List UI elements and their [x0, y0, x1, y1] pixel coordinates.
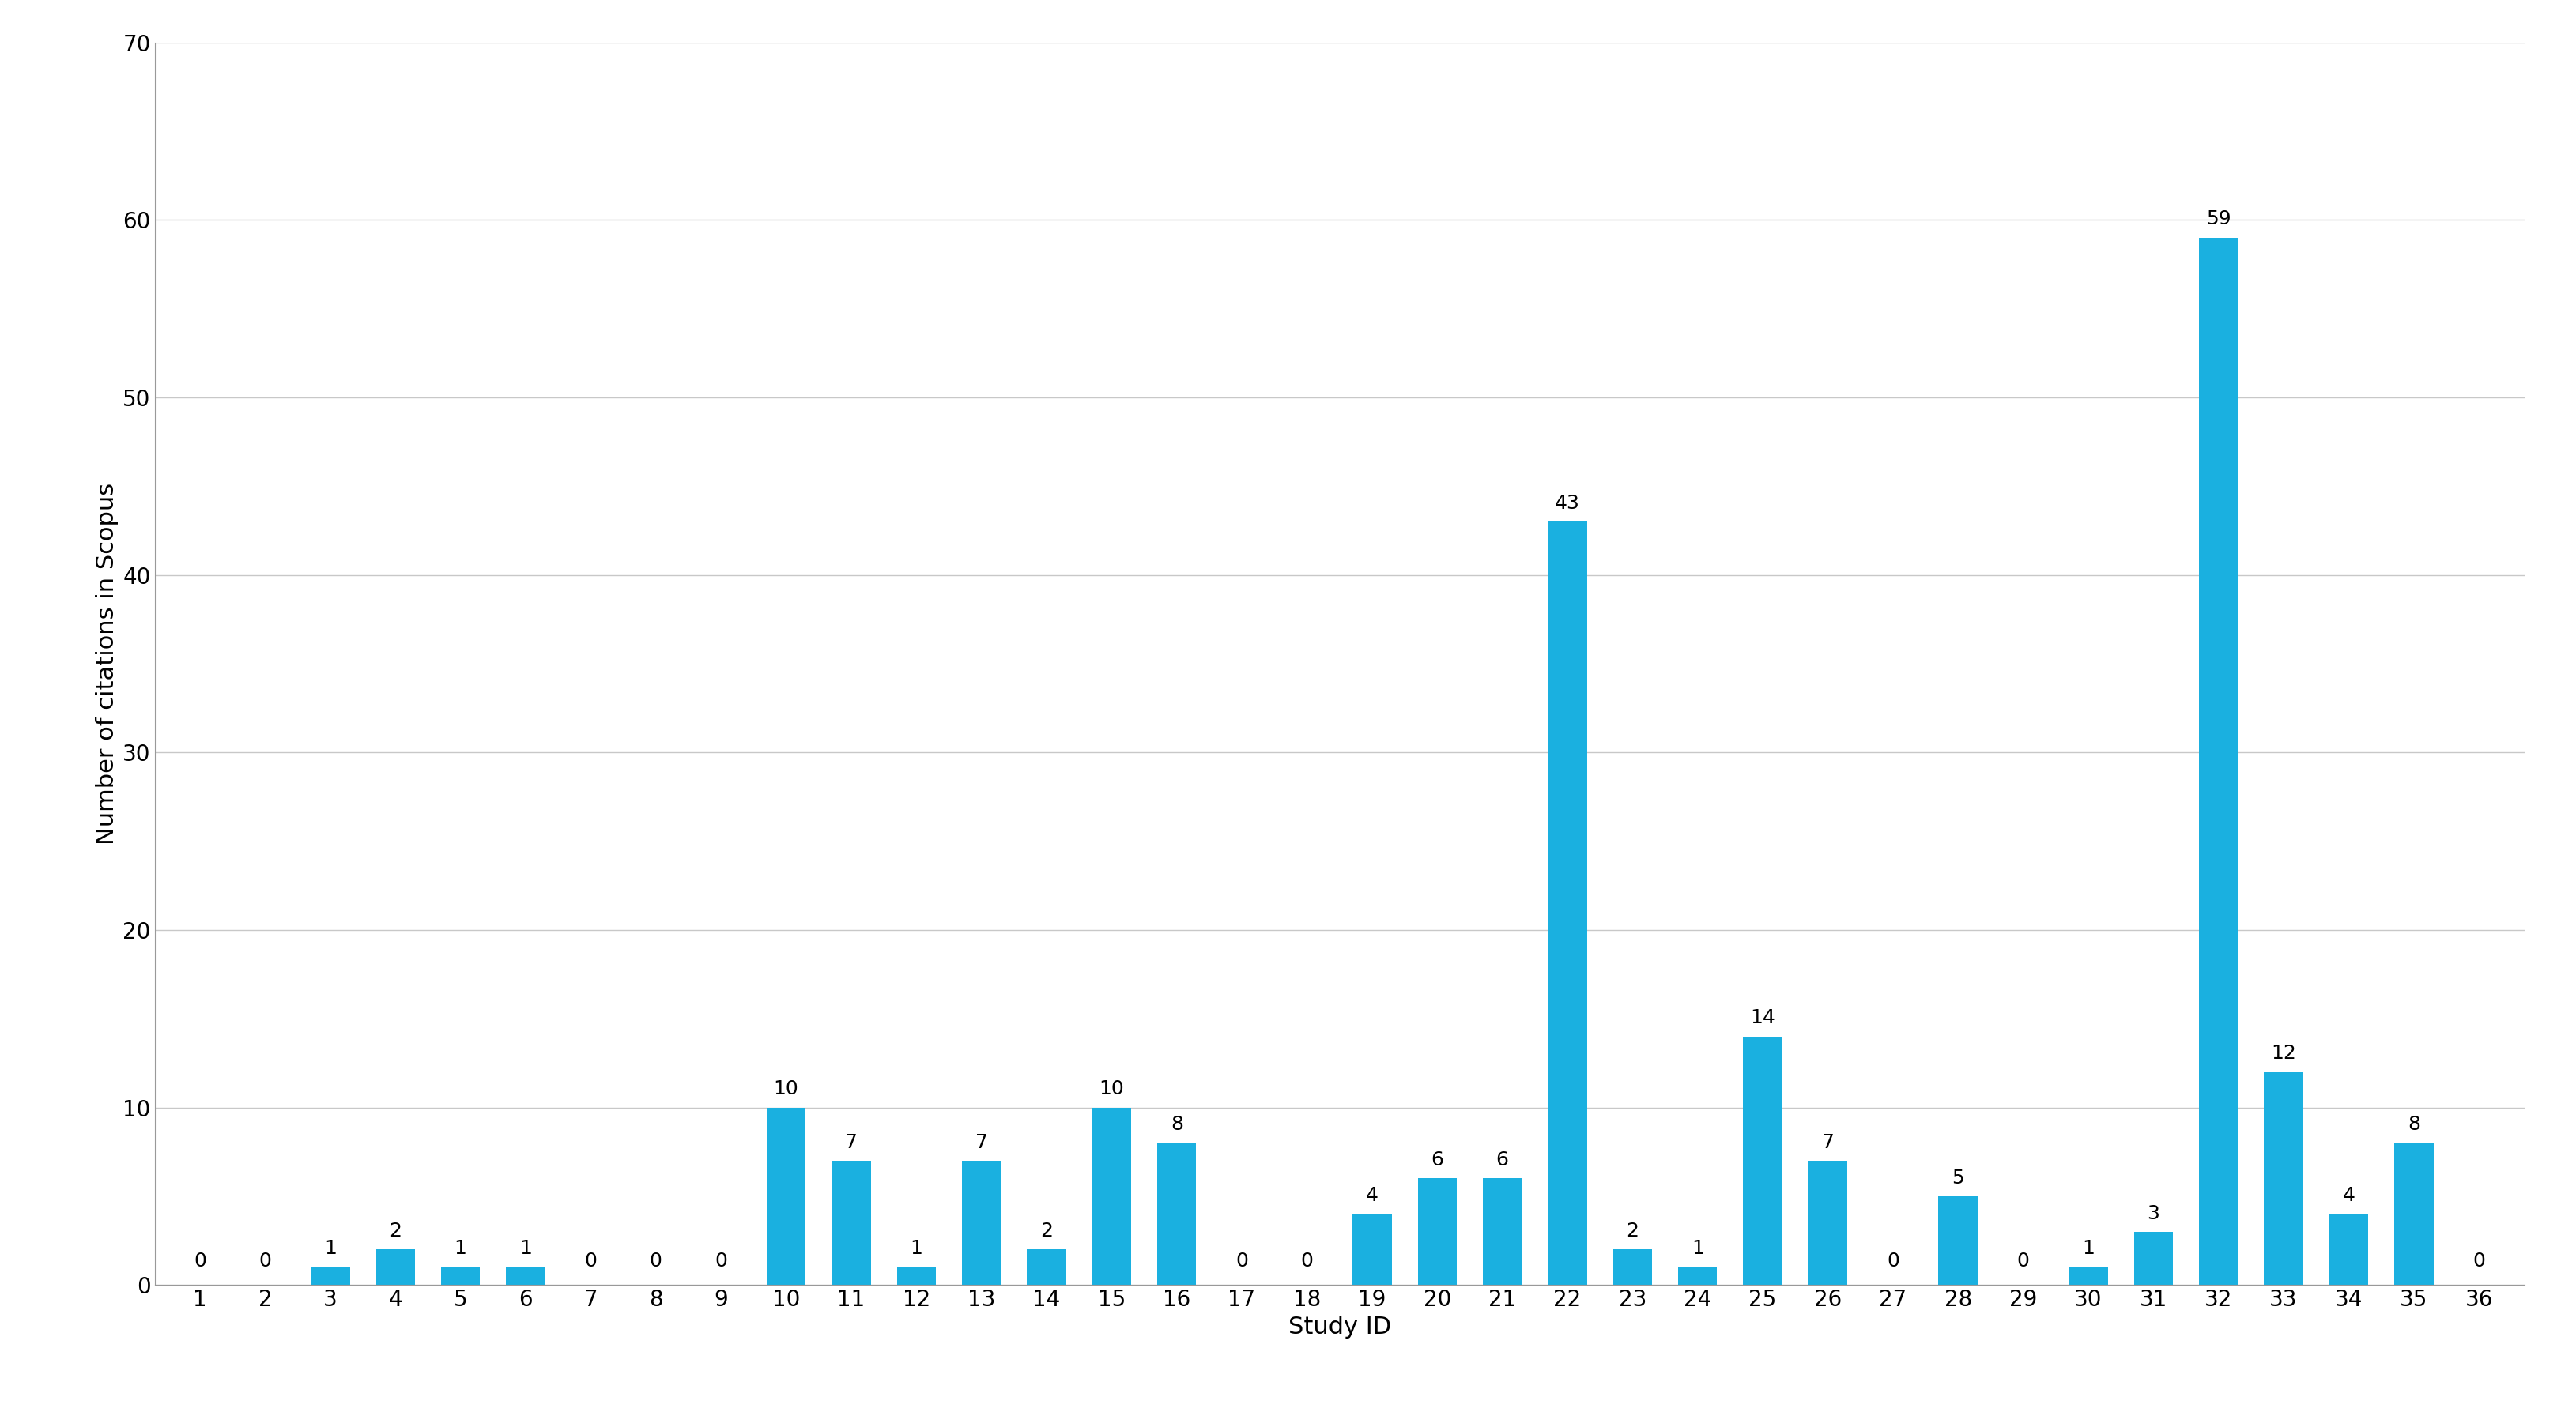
Text: 0: 0	[1301, 1252, 1314, 1271]
Text: 1: 1	[1692, 1240, 1703, 1258]
Text: 0: 0	[585, 1252, 598, 1271]
Bar	[768, 1107, 806, 1285]
Bar	[961, 1161, 1002, 1285]
Bar	[1092, 1107, 1131, 1285]
Bar	[1157, 1142, 1195, 1285]
Bar	[896, 1267, 935, 1285]
Bar	[376, 1250, 415, 1285]
Text: 0: 0	[714, 1252, 726, 1271]
Bar	[2069, 1267, 2107, 1285]
Y-axis label: Number of citations in Scopus: Number of citations in Scopus	[95, 483, 118, 844]
Text: 0: 0	[2017, 1252, 2030, 1271]
Text: 2: 2	[1625, 1221, 1638, 1241]
Text: 0: 0	[193, 1252, 206, 1271]
Text: 4: 4	[2342, 1186, 2354, 1204]
Text: 7: 7	[1821, 1132, 1834, 1152]
Text: 0: 0	[1236, 1252, 1249, 1271]
Text: 59: 59	[2205, 210, 2231, 229]
Bar	[2133, 1231, 2174, 1285]
X-axis label: Study ID: Study ID	[1288, 1315, 1391, 1339]
Text: 1: 1	[909, 1240, 922, 1258]
Text: 5: 5	[1953, 1168, 1965, 1187]
Text: 6: 6	[1497, 1151, 1510, 1169]
Text: 7: 7	[845, 1132, 858, 1152]
Bar	[2329, 1214, 2367, 1285]
Bar	[1940, 1196, 1978, 1285]
Text: 4: 4	[1365, 1186, 1378, 1204]
Bar	[1613, 1250, 1651, 1285]
Text: 2: 2	[1041, 1221, 1054, 1241]
Text: 10: 10	[773, 1080, 799, 1099]
Bar	[1677, 1267, 1718, 1285]
Bar	[1744, 1036, 1783, 1285]
Bar	[312, 1267, 350, 1285]
Text: 14: 14	[1749, 1008, 1775, 1028]
Text: 1: 1	[453, 1240, 466, 1258]
Text: 43: 43	[1556, 494, 1579, 513]
Bar	[1808, 1161, 1847, 1285]
Text: 1: 1	[2081, 1240, 2094, 1258]
Bar	[2264, 1072, 2303, 1285]
Text: 8: 8	[2409, 1115, 2419, 1134]
Text: 8: 8	[1170, 1115, 1182, 1134]
Text: 0: 0	[260, 1252, 270, 1271]
Text: 7: 7	[976, 1132, 987, 1152]
Text: 0: 0	[2473, 1252, 2486, 1271]
Bar	[1417, 1179, 1455, 1285]
Text: 0: 0	[649, 1252, 662, 1271]
Bar	[440, 1267, 479, 1285]
Bar	[505, 1267, 546, 1285]
Text: 3: 3	[2146, 1204, 2159, 1223]
Text: 2: 2	[389, 1221, 402, 1241]
Text: 1: 1	[325, 1240, 337, 1258]
Text: 1: 1	[520, 1240, 533, 1258]
Bar	[1548, 521, 1587, 1285]
Text: 10: 10	[1100, 1080, 1123, 1099]
Bar	[832, 1161, 871, 1285]
Bar	[2393, 1142, 2434, 1285]
Bar	[2200, 237, 2239, 1285]
Bar	[1352, 1214, 1391, 1285]
Text: 0: 0	[1886, 1252, 1899, 1271]
Bar	[1028, 1250, 1066, 1285]
Bar	[1484, 1179, 1522, 1285]
Text: 12: 12	[2272, 1043, 2295, 1063]
Text: 6: 6	[1430, 1151, 1443, 1169]
